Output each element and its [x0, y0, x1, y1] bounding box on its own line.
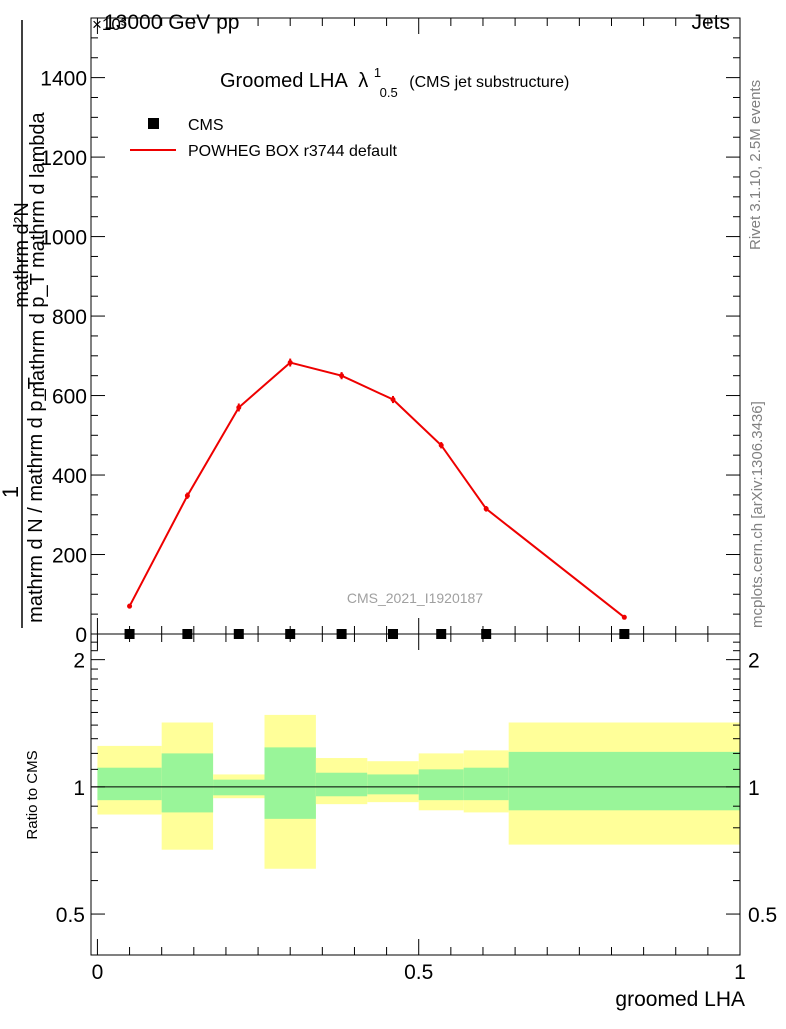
main-panel: 0 200 400 600 800 1000 1200 1400 CMS_2021_I1920…	[0, 17, 741, 647]
ratio-y-tick-label-right: 2	[748, 650, 760, 673]
x-tick-label: 1	[734, 961, 746, 984]
main-frame	[90, 17, 741, 635]
chart-title-text: Groomed LHA	[220, 70, 348, 92]
scale-exponent: ×10³	[92, 15, 127, 34]
ratio-axes: 0.5 0.5 1 1 2 2 0 0.5 1	[56, 634, 777, 984]
mc-point	[339, 373, 345, 379]
mc-point	[287, 360, 293, 366]
legend-label-cms: CMS	[188, 117, 224, 134]
ratio-band-inner	[213, 779, 265, 796]
ratio-y-tick-label: 2	[73, 650, 85, 673]
ylabel-one: 1	[0, 486, 23, 498]
chart-title-sup: 1	[374, 65, 381, 80]
legend-label-mc: POWHEG BOX r3744 default	[188, 143, 398, 160]
chart-title-sub: 0.5	[380, 85, 398, 100]
watermark-label: CMS_2021_I1920187	[347, 590, 483, 606]
energy-label: 13000 GeV pp	[104, 11, 239, 34]
ratio-frame	[90, 633, 741, 956]
ylabel-numerator-2: mathrm d p_T mathrm d lambda	[27, 111, 49, 397]
y-tick-label: 1200	[40, 147, 87, 170]
mc-point	[127, 603, 133, 609]
chart-title: Groomed LHA λ 1 0.5 (CMS jet substructur…	[220, 60, 569, 102]
mc-point	[390, 397, 396, 403]
chart-title-symbol: λ	[358, 70, 368, 92]
y-tick-label: 1400	[40, 68, 87, 91]
y-tick-label: 600	[52, 386, 87, 409]
chart-title-suffix: (CMS jet substructure)	[409, 74, 569, 91]
legend-marker-cms	[148, 118, 159, 129]
y-axis-label: mathrm d²N mathrm d p_T mathrm d lambda …	[0, 20, 49, 628]
x-tick-label: 0.5	[404, 961, 433, 984]
mc-point	[483, 506, 489, 512]
source-label: mcplots.cern.ch [arXiv:1306.3436]	[749, 401, 766, 628]
y-tick-label: 200	[52, 545, 87, 568]
y-tick-label: 400	[52, 465, 87, 488]
ratio-band-inner	[367, 774, 419, 795]
rivet-label: Rivet 3.1.10, 2.5M events	[747, 80, 764, 250]
ratio-bands	[91, 714, 740, 869]
ratio-band-inner	[463, 767, 509, 801]
mc-point	[184, 493, 190, 499]
ratio-band-inner	[264, 747, 316, 819]
y-tick-label: 0	[75, 624, 87, 647]
mc-point	[236, 404, 242, 410]
ratio-y-tick-label: 0.5	[56, 904, 85, 927]
legend: CMS POWHEG BOX r3744 default	[130, 117, 398, 160]
ratio-panel: 0.5 0.5 1 1 2 2 0 0.5 1 Ratio to CMS groomed LHA	[24, 633, 777, 1011]
ratio-band-inner	[161, 753, 214, 813]
mc-point	[438, 442, 444, 448]
ratio-band-inner	[97, 767, 162, 801]
x-tick-label: 0	[92, 961, 104, 984]
ratio-y-tick-label-right: 1	[748, 777, 760, 800]
category-label: Jets	[691, 11, 730, 34]
ylabel-denominator: mathrm d N / mathrm d p_T	[25, 377, 47, 623]
ratio-band-inner	[508, 751, 740, 811]
ratio-band-inner	[315, 772, 368, 797]
ratio-y-tick-label-right: 0.5	[748, 904, 777, 927]
y-tick-label: 1000	[40, 227, 87, 250]
x-axis-label: groomed LHA	[615, 988, 745, 1011]
main-axes: 0 200 400 600 800 1000 1200 1400	[40, 18, 741, 647]
mc-line	[128, 361, 625, 619]
ratio-y-tick-label: 1	[73, 777, 85, 800]
mc-point	[621, 614, 627, 620]
ratio-ylabel: Ratio to CMS	[24, 750, 41, 839]
ratio-band-inner	[418, 769, 464, 801]
y-tick-label: 800	[52, 306, 87, 329]
